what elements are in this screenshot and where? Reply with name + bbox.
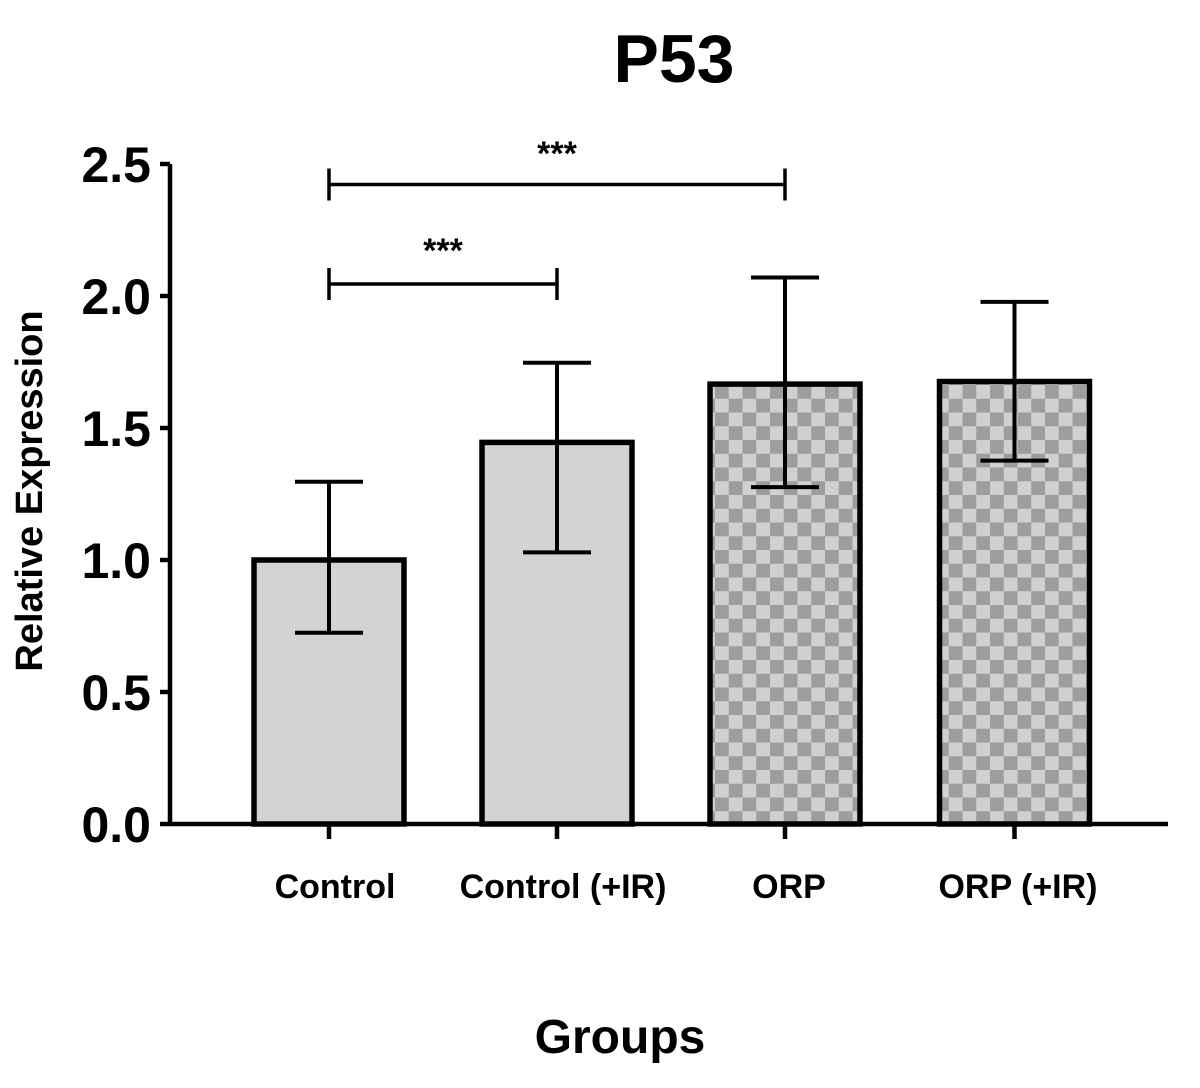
- svg-text:ORP (+IR): ORP (+IR): [938, 868, 1097, 906]
- svg-text:***: ***: [537, 135, 577, 173]
- svg-text:0.0: 0.0: [81, 797, 151, 853]
- svg-text:***: ***: [423, 232, 463, 270]
- svg-text:2.5: 2.5: [81, 137, 151, 193]
- svg-text:Control: Control: [275, 868, 396, 906]
- svg-text:2.0: 2.0: [81, 269, 151, 325]
- svg-text:Control (+IR): Control (+IR): [460, 868, 667, 906]
- svg-text:1.0: 1.0: [81, 533, 151, 589]
- svg-text:0.5: 0.5: [81, 665, 151, 721]
- svg-text:P53: P53: [614, 21, 735, 97]
- svg-text:1.5: 1.5: [81, 401, 151, 457]
- svg-text:Groups: Groups: [535, 1011, 706, 1064]
- svg-text:ORP: ORP: [752, 868, 826, 906]
- svg-text:Relative Expression: Relative Expression: [9, 310, 51, 671]
